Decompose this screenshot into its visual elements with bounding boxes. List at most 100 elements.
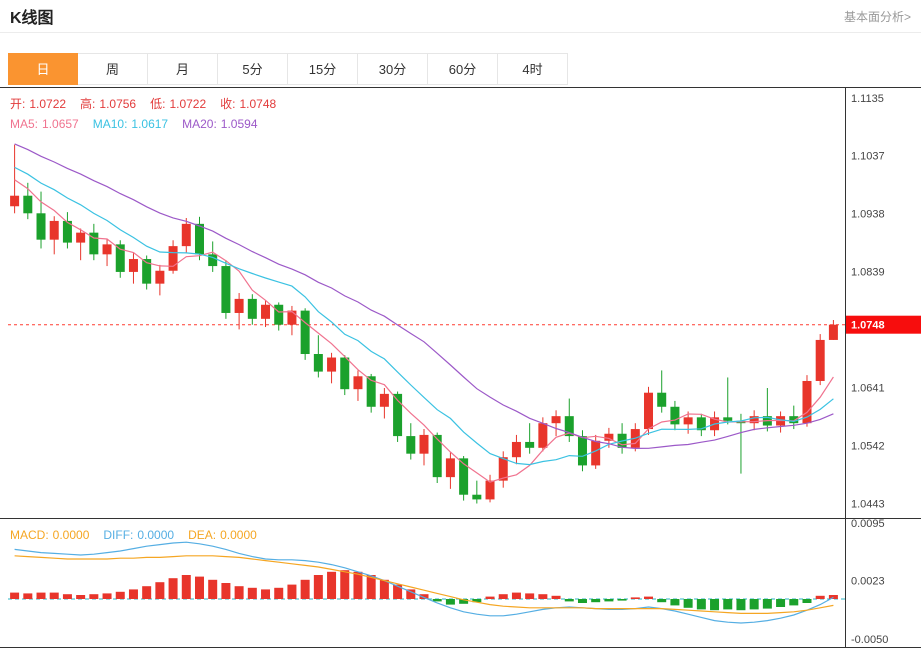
macd-hist-bar — [432, 599, 442, 602]
macd-hist-bar — [181, 575, 191, 599]
candle-body — [683, 417, 693, 425]
tab-day[interactable]: 日 — [8, 53, 78, 85]
macd-hist-bar — [366, 575, 376, 599]
macd-hist-bar — [762, 599, 772, 609]
macd-hist-bar — [327, 571, 337, 599]
ohlc-open: 开: 1.0722 — [10, 97, 67, 111]
candle-body — [274, 304, 284, 325]
tab-5min[interactable]: 5分 — [218, 53, 288, 85]
candle-body — [102, 244, 112, 255]
macd-hist-bar — [459, 599, 469, 604]
fundamental-analysis-link[interactable]: 基本面分析> — [843, 9, 911, 24]
macd-hist-bar — [591, 599, 601, 603]
macd-hist-bar — [828, 595, 838, 599]
chart-area: 1.1135 1.1037 1.0938 1.0839 1.0641 1.0542 1.04… — [0, 87, 921, 648]
macd-hist-bar — [102, 593, 112, 599]
price-axis-label: 1.0443 — [851, 499, 885, 511]
macd-hist-bar — [472, 599, 482, 603]
macd-hist-bar — [749, 599, 759, 610]
candle-body — [247, 298, 257, 319]
macd-hist-bar — [419, 594, 429, 599]
ma10-line — [14, 166, 834, 466]
tab-month[interactable]: 月 — [148, 53, 218, 85]
macd-hist-bar — [261, 589, 271, 599]
macd-hist-bar — [683, 599, 693, 608]
macd-hist-bar — [802, 599, 812, 603]
candle-body — [485, 480, 495, 500]
candle-body — [327, 357, 337, 372]
macd-hist-bar — [498, 594, 508, 599]
price-axis-label: 1.1135 — [851, 93, 884, 105]
candle-body — [406, 436, 416, 454]
macd-hist-bar — [340, 570, 350, 599]
candle-body — [128, 259, 138, 272]
candle-body — [551, 416, 561, 424]
macd-hist-bar — [23, 593, 33, 599]
candle-body — [670, 406, 680, 425]
macd-hist-bar — [736, 599, 746, 611]
macd-hist-bar — [406, 589, 416, 599]
tab-60min[interactable]: 60分 — [428, 53, 498, 85]
candle-body — [393, 393, 403, 437]
ma20-line — [14, 143, 834, 450]
candle-body — [815, 339, 825, 381]
macd-hist-bar — [89, 594, 99, 599]
candle-body — [353, 376, 363, 390]
macd-hist-bar — [76, 595, 86, 599]
candle-body — [115, 244, 125, 272]
current-price-tag — [846, 315, 921, 334]
macd-hist-bar — [168, 578, 178, 599]
kline-chart[interactable]: 1.1135 1.1037 1.0938 1.0839 1.0641 1.0542 1.04… — [0, 87, 921, 648]
candle-body — [287, 310, 297, 325]
candle-body — [155, 270, 165, 284]
macd-hist-bar — [670, 599, 680, 606]
candle-body — [49, 220, 59, 240]
tab-week[interactable]: 周 — [78, 53, 148, 85]
price-axis-label: 1.0839 — [851, 266, 885, 278]
candle-body — [419, 434, 429, 454]
macd-hist-bar — [49, 592, 59, 599]
macd-axis-label: 0.0095 — [851, 518, 885, 530]
ma-legend: MA5: 1.0657 MA10: 1.0617 MA20: 1.0594 — [10, 117, 272, 131]
price-axis-label: 1.0542 — [851, 441, 885, 453]
candle-body — [313, 354, 323, 372]
macd-hist-bar — [525, 593, 535, 599]
ohlc-high: 高: 1.0756 — [80, 97, 137, 111]
candle-body — [538, 423, 548, 448]
candle-body — [300, 310, 310, 355]
candle-body — [459, 458, 469, 495]
candle-body — [36, 213, 46, 240]
macd-hist-bar — [300, 579, 310, 599]
candle-body — [657, 392, 667, 407]
candle-body — [564, 416, 574, 437]
candle-body — [76, 232, 86, 243]
macd-hist-bar — [393, 584, 403, 599]
candle-body — [181, 223, 191, 247]
tab-30min[interactable]: 30分 — [358, 53, 428, 85]
macd-hist-bar — [485, 596, 495, 599]
macd-hist-bar — [657, 599, 667, 603]
macd-hist-bar — [142, 586, 152, 599]
ohlc-close: 收: 1.0748 — [220, 97, 277, 111]
tab-4hour[interactable]: 4时 — [498, 53, 568, 85]
macd-hist-bar — [617, 599, 627, 601]
macd-hist-bar — [604, 599, 614, 602]
tab-15min[interactable]: 15分 — [288, 53, 358, 85]
macd-hist-bar — [221, 583, 231, 599]
candle-body — [379, 393, 389, 407]
macd-hist-bar — [710, 599, 720, 611]
diff-value-legend: DIFF: 0.0000 — [103, 528, 175, 542]
header: K线图 基本面分析> — [0, 0, 921, 33]
macd-hist-bar — [815, 595, 825, 599]
macd-hist-bar — [564, 599, 574, 602]
diff-line — [14, 541, 834, 624]
macd-hist-bar — [36, 592, 46, 599]
candle-body — [828, 324, 838, 340]
candle-body — [10, 195, 20, 207]
candle-body — [749, 416, 759, 424]
macd-hist-bar — [115, 591, 125, 599]
macd-hist-bar — [62, 594, 72, 599]
macd-axis-label: -0.0050 — [851, 634, 888, 646]
candle-body — [511, 441, 521, 458]
macd-hist-bar — [511, 592, 521, 599]
